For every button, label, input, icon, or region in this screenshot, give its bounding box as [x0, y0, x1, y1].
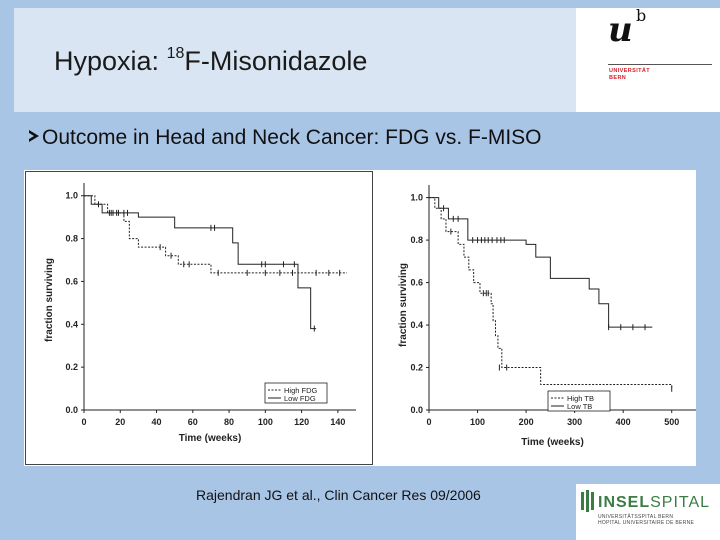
arrow-bullet-icon	[28, 126, 42, 150]
inselspital-sub-fr: HOPITAL UNIVERSITAIRE DE BERNE	[598, 520, 695, 526]
inselspital-sub-de: UNIVERSITÄTSSPITAL BERN	[598, 514, 674, 520]
logo-text: UNIVERSITÄT BERN	[609, 68, 650, 82]
bullet-point: Outcome in Head and Neck Cancer: FDG vs.…	[28, 126, 542, 150]
logo-line-bern: BERN	[609, 75, 627, 81]
logo-line-university: UNIVERSITÄT	[609, 68, 651, 74]
bullet-text: Outcome in Head and Neck Cancer: FDG vs.…	[42, 126, 542, 149]
logo-b-letter: b	[636, 6, 647, 25]
title-superscript: 18	[166, 45, 185, 62]
inselspital-logo	[576, 484, 720, 540]
logo-divider	[608, 64, 712, 65]
citation: Rajendran JG et al., Clin Cancer Res 09/…	[196, 487, 481, 503]
logo-u-letter: u	[608, 10, 633, 50]
inselspital-mark-icon	[581, 490, 594, 512]
inselspital-wordmark: INSELSPITAL	[598, 494, 711, 511]
slide-title: Hypoxia: 18F-Misonidazole	[54, 45, 368, 76]
university-logo	[576, 8, 720, 112]
left-panel-border	[25, 171, 373, 465]
title-area	[14, 8, 576, 112]
inselspital-subtitle: UNIVERSITÄTSSPITAL BERN HOPITAL UNIVERSI…	[598, 514, 694, 526]
